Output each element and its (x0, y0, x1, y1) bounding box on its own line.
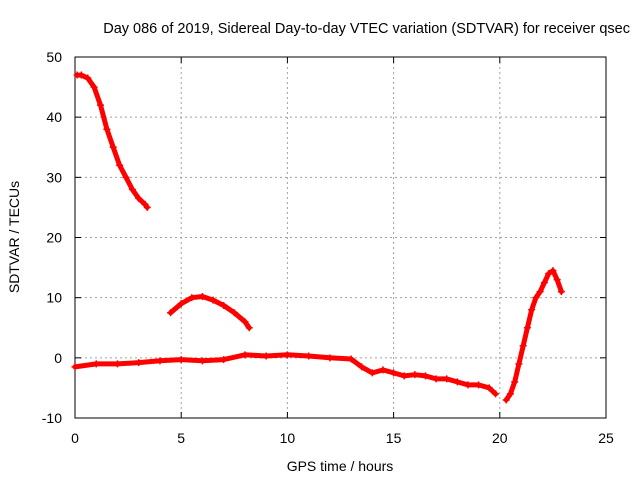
data-point (502, 396, 510, 404)
series-band (74, 72, 150, 210)
data-point (443, 375, 451, 383)
data-point (156, 357, 164, 365)
data-point (220, 301, 228, 309)
data-point (305, 352, 313, 360)
y-tick-label: 30 (46, 169, 62, 185)
data-point (77, 71, 85, 79)
data-point (167, 309, 175, 317)
data-point (84, 74, 92, 82)
data-point (113, 360, 121, 368)
x-tick-label: 25 (598, 430, 614, 446)
x-tick-label: 10 (280, 430, 296, 446)
axis-ticks: 0 5 10 15 20 25 -10 0 10 20 30 40 50 (42, 49, 614, 446)
data-point (220, 356, 228, 364)
y-tick-label: 10 (46, 290, 62, 306)
data-point (245, 324, 253, 332)
y-tick-label: 50 (46, 49, 62, 65)
data-point (506, 390, 514, 398)
data-point (553, 276, 561, 284)
data-point (241, 318, 249, 326)
x-axis-label: GPS time / hours (287, 458, 394, 474)
data-point (90, 83, 98, 91)
series-segment-2 (167, 292, 253, 332)
data-point (432, 375, 440, 383)
x-tick-label: 15 (386, 430, 402, 446)
data-point (128, 185, 136, 193)
data-point (511, 378, 519, 386)
series-segment-1 (73, 71, 151, 211)
x-tick-label: 0 (71, 430, 79, 446)
data-point (379, 366, 387, 374)
data-point (557, 288, 565, 296)
data-point (122, 173, 130, 181)
data-point (492, 390, 500, 398)
data-point (198, 357, 206, 365)
grid (75, 57, 606, 418)
data-point (92, 360, 100, 368)
data-point (347, 355, 355, 363)
data-point (135, 359, 143, 367)
data-point (116, 161, 124, 169)
data-point (540, 279, 548, 287)
data-point (326, 354, 334, 362)
data-point (528, 306, 536, 314)
data-point (536, 288, 544, 296)
data-point (400, 372, 408, 380)
data-point (453, 378, 461, 386)
data-point (545, 270, 553, 278)
data-point (177, 356, 185, 364)
data-point (262, 352, 270, 360)
data-point (103, 125, 111, 133)
data-point (188, 294, 196, 302)
chart-title: Day 086 of 2019, Sidereal Day-to-day VTE… (103, 21, 630, 37)
data-point (283, 351, 291, 359)
data-point (109, 143, 117, 151)
data-point (143, 203, 151, 211)
data-point (135, 194, 143, 202)
y-tick-label: 20 (46, 230, 62, 246)
data-point (209, 296, 217, 304)
data-point (390, 369, 398, 377)
y-tick-label: 40 (46, 109, 62, 125)
series-band (72, 352, 499, 397)
data-point (368, 369, 376, 377)
series-segment-3 (71, 351, 500, 398)
y-tick-label: -10 (42, 410, 62, 426)
data-point (230, 309, 238, 317)
data-point (411, 371, 419, 379)
data-point (475, 381, 483, 389)
data-point (241, 351, 249, 359)
data-point (96, 101, 104, 109)
series-segment-4 (502, 267, 565, 404)
data-point (358, 363, 366, 371)
data-series (71, 71, 565, 404)
data-point (485, 384, 493, 392)
y-tick-label: 0 (54, 350, 62, 366)
x-tick-label: 20 (492, 430, 508, 446)
y-axis-label: SDTVAR / TECUs (6, 181, 22, 293)
data-point (177, 300, 185, 308)
data-point (532, 294, 540, 302)
data-point (549, 267, 557, 275)
data-point (515, 360, 523, 368)
data-point (464, 381, 472, 389)
x-tick-label: 5 (177, 430, 185, 446)
data-point (523, 324, 531, 332)
data-point (198, 292, 206, 300)
data-point (519, 342, 527, 350)
data-point (71, 363, 79, 371)
data-point (421, 372, 429, 380)
